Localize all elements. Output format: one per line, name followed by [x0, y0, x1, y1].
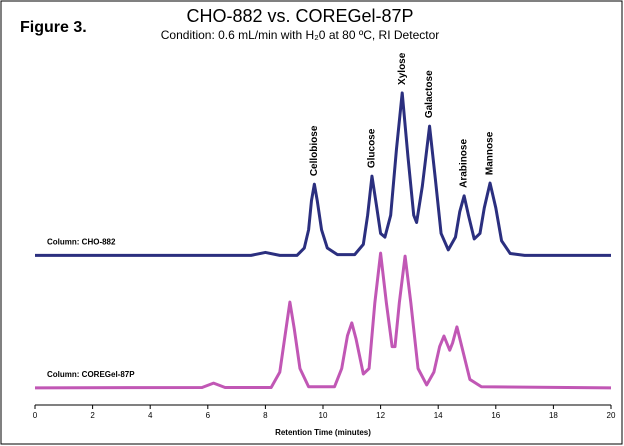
x-tick-label: 20	[607, 411, 616, 420]
peak-label: Xylose	[397, 52, 408, 85]
peak-label: Arabinose	[459, 139, 470, 188]
peak-label: Glucose	[367, 128, 378, 168]
x-tick-label: 16	[491, 411, 500, 420]
series-label: Column: COREGel-87P	[47, 370, 135, 379]
x-tick-label: 14	[434, 411, 443, 420]
x-tick-label: 6	[206, 411, 211, 420]
trace-line	[35, 91, 611, 257]
x-tick-label: 12	[376, 411, 385, 420]
peak-label: Galactose	[424, 70, 435, 118]
x-tick-label: 2	[90, 411, 95, 420]
x-tick-label: 0	[33, 411, 38, 420]
chart-subtitle: Condition: 0.6 mL/min with H₂0 at 80 ºC,…	[161, 28, 440, 42]
series-label: Column: CHO-882	[47, 237, 116, 246]
trace-line	[34, 251, 612, 390]
x-tick-label: 18	[549, 411, 558, 420]
x-tick-label: 4	[148, 411, 153, 420]
x-tick-label: 10	[319, 411, 328, 420]
figure-label: Figure 3.	[20, 19, 87, 36]
peak-label: Mannose	[485, 131, 496, 175]
x-tick-label: 8	[263, 411, 268, 420]
peak-label: Cellobiose	[309, 125, 320, 176]
chart-title: CHO-882 vs. COREGel-87P	[186, 6, 413, 26]
x-axis-label: Retention Time (minutes)	[275, 428, 371, 437]
